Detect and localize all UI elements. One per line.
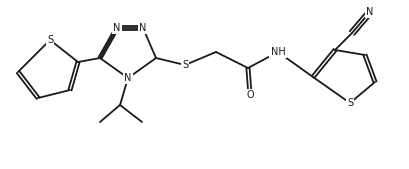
Text: NH: NH [271, 47, 285, 57]
Text: S: S [47, 35, 53, 45]
Text: S: S [347, 98, 353, 108]
Text: O: O [246, 90, 254, 100]
Text: N: N [139, 23, 147, 33]
Text: N: N [124, 73, 132, 83]
Text: S: S [182, 60, 188, 70]
Text: N: N [366, 7, 374, 17]
Text: N: N [113, 23, 121, 33]
